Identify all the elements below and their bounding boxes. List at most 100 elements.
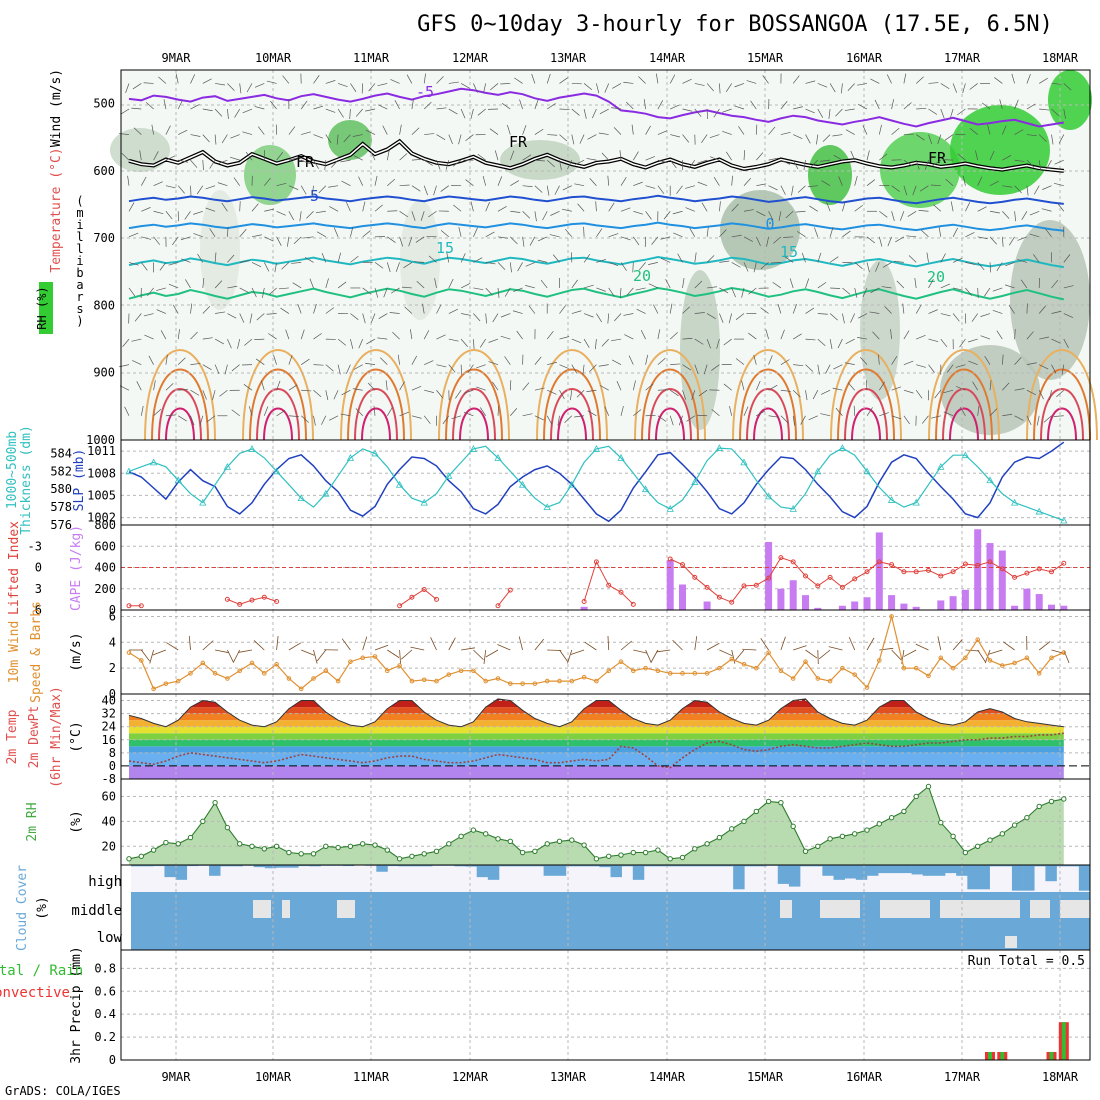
wind-barb xyxy=(780,329,785,340)
wind-barb xyxy=(128,262,139,266)
wind-barb xyxy=(525,262,536,267)
li-marker xyxy=(507,587,513,593)
wind-speed-marker xyxy=(1036,671,1042,676)
wind-barb xyxy=(887,236,892,247)
rh-marker xyxy=(249,843,255,850)
precip-tick-label: 0 xyxy=(109,1053,116,1067)
wind-barb xyxy=(436,160,441,170)
wind-barb xyxy=(805,108,815,114)
wind-barb xyxy=(706,255,715,263)
wind-barb xyxy=(141,236,152,240)
wind-barb xyxy=(829,256,839,263)
wind-barb xyxy=(965,202,971,212)
rh-marker xyxy=(544,841,550,847)
wind-speed-marker xyxy=(385,668,390,674)
wind-barb xyxy=(648,283,659,289)
wind-barb xyxy=(125,83,130,93)
wind-barb xyxy=(465,179,474,186)
wind-barb xyxy=(374,175,378,186)
wind-barb xyxy=(725,151,732,161)
wind-barb xyxy=(719,313,724,323)
wind-barb xyxy=(497,262,506,270)
wind-barb xyxy=(448,308,458,314)
li-marker xyxy=(766,575,772,581)
wind-barb xyxy=(793,134,803,139)
wind-barb xyxy=(448,278,454,289)
wind-barb xyxy=(333,227,339,237)
wind-barb xyxy=(134,313,142,322)
wind-barb xyxy=(607,175,610,186)
wind-barb-10m xyxy=(1063,649,1070,664)
wind-barb xyxy=(394,100,400,110)
thickness-marker xyxy=(937,463,945,470)
cape-bar xyxy=(961,589,969,610)
wind-barb xyxy=(301,159,311,165)
wind-barb xyxy=(738,126,745,135)
wind-barb xyxy=(809,205,818,212)
thickness-marker xyxy=(223,463,232,470)
wind-barb xyxy=(473,287,484,291)
wind-barb xyxy=(571,279,578,289)
temperature-contour-low xyxy=(452,388,496,441)
li-line xyxy=(497,589,511,607)
wind-barb xyxy=(479,407,486,416)
cape-bar xyxy=(1023,588,1031,610)
wind-barb xyxy=(488,338,499,343)
thickness-marker xyxy=(371,449,379,457)
wind-barb xyxy=(886,74,892,84)
wind-barb xyxy=(546,159,555,168)
rh-marker xyxy=(938,819,944,826)
wind-barb xyxy=(989,380,992,391)
wind-barb xyxy=(528,305,536,314)
li-marker xyxy=(224,596,230,602)
rh-marker xyxy=(323,843,329,850)
wind-barb xyxy=(1053,415,1064,417)
cape-bar xyxy=(998,550,1006,610)
thickness-marker xyxy=(518,480,527,488)
wind-barb xyxy=(276,152,284,161)
wind-barb-10m xyxy=(401,649,413,660)
rh-marker xyxy=(310,851,317,857)
high-cloud-bar xyxy=(454,865,466,867)
wind-barb xyxy=(829,313,838,321)
rh-shading xyxy=(860,260,900,400)
wind-barb xyxy=(645,383,654,391)
wind-barb xyxy=(595,201,597,212)
wind-barb xyxy=(962,83,966,94)
wind-barb xyxy=(140,176,147,186)
wind-barb xyxy=(399,210,409,218)
wind-barb xyxy=(962,175,966,186)
wind-barb xyxy=(793,364,804,367)
wind-barb xyxy=(847,83,855,92)
rh-shading xyxy=(400,200,440,320)
wind-speed-marker xyxy=(483,678,489,684)
wind-barb xyxy=(455,390,462,399)
wind-speed-marker xyxy=(975,637,981,643)
high-cloud-bar xyxy=(309,865,321,867)
wind-barb xyxy=(943,411,954,417)
wind-barb xyxy=(574,183,585,187)
wind-barb xyxy=(423,330,430,340)
wind-barb-10m xyxy=(952,639,963,651)
high-cloud-bar xyxy=(956,865,968,876)
li-marker xyxy=(716,594,722,600)
wind-speed-marker xyxy=(212,671,218,676)
wind-barb xyxy=(614,313,622,322)
wind-barb xyxy=(243,384,253,391)
thickness-line xyxy=(128,445,1065,522)
wind-barb xyxy=(416,281,425,289)
wind-barb xyxy=(755,124,758,135)
wind-barb xyxy=(255,358,265,365)
rh-marker xyxy=(630,849,636,856)
wind-barb xyxy=(366,338,376,345)
wind-barb xyxy=(734,105,745,110)
wind-barb xyxy=(500,313,511,318)
temperature-contour-low xyxy=(1033,368,1091,441)
high-cloud-bar xyxy=(1011,865,1024,891)
high-cloud-bar xyxy=(1023,865,1035,891)
wind-speed-marker xyxy=(520,681,525,686)
wind-barb xyxy=(625,101,634,110)
wind-tick-label: 2 xyxy=(109,661,116,675)
wind-speed-marker xyxy=(335,678,341,684)
pressure-axis-label-letter: l xyxy=(76,242,83,256)
